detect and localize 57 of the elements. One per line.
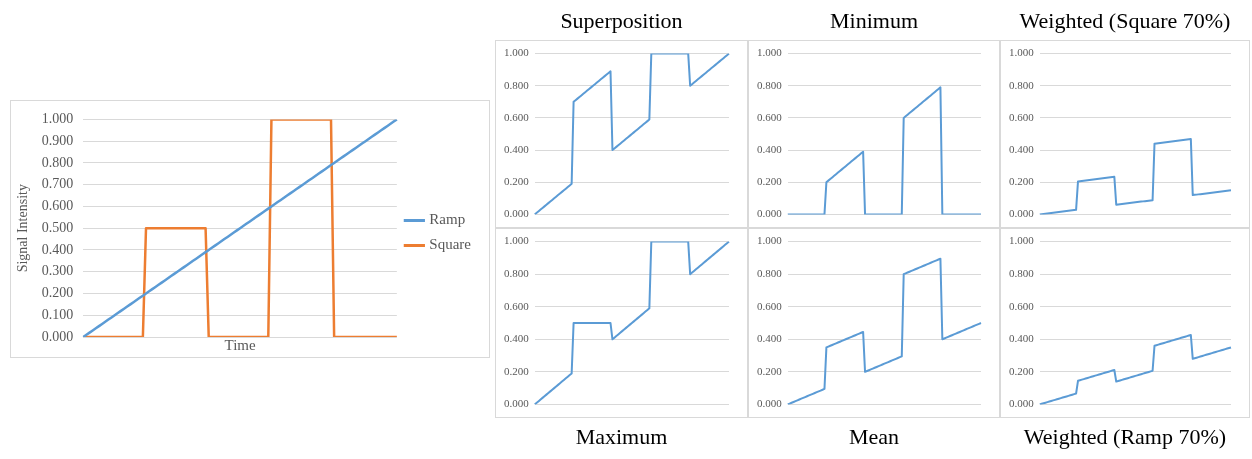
text: Maximum [574, 423, 669, 451]
y-tick-label: 0.000 [504, 397, 530, 410]
y-tick-label: 0.200 [41, 285, 74, 301]
y-tick-label: 0.600 [757, 110, 783, 123]
y-tick-label: 0.500 [41, 219, 74, 235]
y-tick-label: 0.800 [41, 154, 74, 170]
y-tick-label: 0.400 [1009, 142, 1035, 155]
y-tick-label: 0.800 [757, 78, 783, 91]
y-tick-label: 0.400 [504, 142, 530, 155]
y-tick-label: 0.600 [504, 299, 530, 312]
y-tick-label: 0.000 [757, 207, 783, 220]
y-tick-label: 0.000 [757, 397, 783, 410]
y-tick-label: 0.400 [41, 241, 74, 257]
legend-label: Ramp [429, 211, 466, 228]
y-tick-label: 0.100 [41, 306, 74, 322]
y-tick-label: 0.000 [41, 328, 74, 344]
text: Mean [847, 423, 901, 451]
y-tick-label: 1.000 [1009, 46, 1035, 59]
y-tick-label: 0.800 [757, 267, 783, 280]
y-tick-label: 0.400 [504, 332, 530, 345]
y-tick-label: 0.600 [1009, 299, 1035, 312]
chart-title: Weighted (Square 70%) [1018, 7, 1232, 35]
y-tick-label: 1.000 [1009, 234, 1035, 247]
y-tick-label: 0.300 [41, 263, 74, 279]
y-tick-label: 0.800 [1009, 267, 1035, 280]
y-tick-label: 1.000 [757, 46, 783, 59]
y-tick-label: 0.400 [1009, 332, 1035, 345]
chart-title: Minimum [829, 7, 919, 35]
y-tick-label: 0.000 [504, 207, 530, 220]
y-tick-label: 0.400 [757, 142, 783, 155]
y-tick-label: 0.200 [1009, 364, 1035, 377]
y-tick-label: 0.400 [757, 332, 783, 345]
y-tick-label: 0.700 [41, 176, 74, 192]
y-tick-label: 1.000 [504, 46, 530, 59]
y-tick-label: 0.600 [757, 299, 783, 312]
y-tick-label: 1.000 [504, 234, 530, 247]
text: Weighted (Ramp 70%) [1022, 423, 1228, 451]
y-tick-label: 0.200 [504, 364, 530, 377]
y-tick-label: 0.200 [1009, 175, 1035, 188]
y-axis-title: Signal Intensity [15, 184, 31, 273]
y-tick-label: 0.200 [757, 364, 783, 377]
y-tick-label: 0.600 [504, 110, 530, 123]
y-tick-label: 1.000 [41, 111, 74, 127]
y-tick-label: 0.600 [41, 198, 74, 214]
y-tick-label: 0.200 [757, 175, 783, 188]
x-axis-title: Time [224, 336, 256, 353]
y-tick-label: 0.900 [41, 132, 74, 148]
y-tick-label: 0.600 [1009, 110, 1035, 123]
y-tick-label: 0.000 [1009, 397, 1035, 410]
legend-label: Square [429, 236, 472, 253]
y-tick-label: 0.800 [504, 267, 530, 280]
y-tick-label: 1.000 [757, 234, 783, 247]
y-tick-label: 0.800 [1009, 78, 1035, 91]
y-tick-label: 0.000 [1009, 207, 1035, 220]
chart-title: Superposition [559, 7, 684, 35]
y-tick-label: 0.800 [504, 78, 530, 91]
y-tick-label: 0.200 [504, 175, 530, 188]
